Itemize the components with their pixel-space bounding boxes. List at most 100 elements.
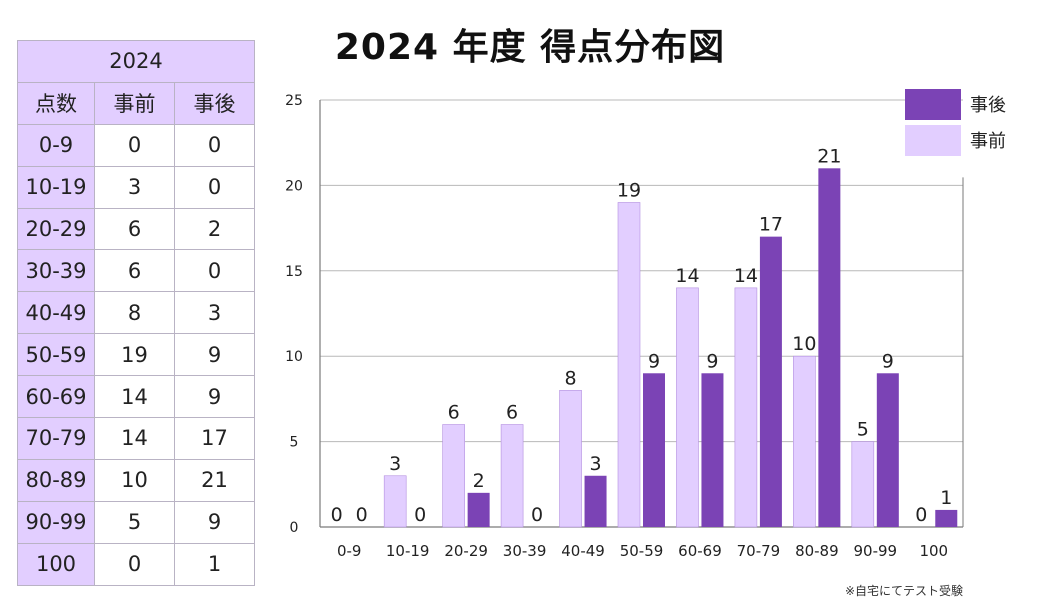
table-cell-range: 100	[17, 542, 95, 586]
table-cell-after: 3	[173, 291, 256, 335]
bar-before	[676, 287, 699, 528]
table-cell-before: 0	[94, 542, 175, 586]
table-cell-after: 21	[173, 458, 256, 502]
table-row: 60-69 14 9	[17, 375, 256, 419]
header-before: 事前	[94, 81, 175, 125]
x-tick-label: 10-19	[386, 542, 430, 560]
data-label-after: 2	[473, 470, 485, 492]
table-cell-range: 20-29	[17, 207, 95, 251]
bar-after	[584, 475, 607, 527]
table-cell-after: 0	[173, 123, 256, 167]
data-label-before: 14	[675, 265, 699, 287]
table-row: 100 0 1	[17, 542, 256, 586]
table-cell-before: 3	[94, 165, 175, 209]
data-label-after: 0	[531, 504, 543, 526]
bar-after	[818, 168, 841, 527]
data-label-after: 9	[648, 350, 660, 372]
y-tick-label: 20	[285, 178, 303, 194]
x-tick-label: 90-99	[854, 542, 898, 560]
table-cell-after: 9	[173, 500, 256, 544]
header-score: 点数	[17, 81, 95, 125]
bar-before	[793, 355, 816, 528]
y-tick-label: 10	[285, 349, 303, 365]
table-cell-before: 0	[94, 123, 175, 167]
table-row: 50-59 19 9	[17, 333, 256, 377]
x-tick-label: 20-29	[444, 542, 488, 560]
table-cell-before: 8	[94, 291, 175, 335]
bar-before	[559, 390, 582, 528]
data-label-after: 21	[817, 145, 841, 167]
table-cell-after: 9	[173, 375, 256, 419]
x-tick-label: 100	[919, 542, 948, 560]
table-row: 90-99 5 9	[17, 500, 256, 544]
x-tick-label: 30-39	[503, 542, 547, 560]
data-label-after: 0	[414, 504, 426, 526]
data-label-before: 6	[506, 402, 518, 424]
table-cell-before: 6	[94, 207, 175, 251]
data-label-after: 9	[882, 350, 894, 372]
table-cell-after: 1	[173, 542, 256, 586]
data-label-before: 6	[448, 402, 460, 424]
x-tick-label: 70-79	[737, 542, 781, 560]
data-label-before: 3	[389, 453, 401, 475]
table-year: 2024	[16, 40, 256, 83]
bar-before	[617, 202, 641, 528]
x-tick-label: 80-89	[795, 542, 839, 560]
bar-before	[851, 441, 875, 528]
table-cell-after: 0	[173, 165, 256, 209]
data-label-after: 9	[706, 350, 718, 372]
footnote: ※自宅にてテスト受験	[844, 584, 963, 598]
legend-after-swatch	[905, 89, 961, 120]
legend-before-label: 事前	[970, 131, 1006, 152]
table-cell-range: 50-59	[17, 333, 95, 377]
data-label-after: 17	[759, 214, 783, 236]
x-tick-label: 0-9	[337, 542, 362, 560]
table-cell-before: 19	[94, 333, 175, 377]
data-label-after: 0	[356, 504, 368, 526]
chart-title: 2024 年度 得点分布図	[334, 27, 726, 68]
y-tick-label: 0	[290, 520, 299, 536]
table-cell-after: 2	[173, 207, 256, 251]
table-cell-range: 30-39	[17, 249, 95, 293]
data-label-before: 5	[857, 419, 869, 441]
bar-before	[442, 424, 465, 528]
table-year-row: 2024	[16, 40, 256, 83]
bar-after	[759, 236, 782, 527]
table-row: 20-29 6 2	[17, 207, 256, 251]
data-label-after: 3	[589, 453, 601, 475]
table-cell-after: 9	[173, 333, 256, 377]
data-label-before: 10	[792, 333, 816, 355]
legend-after-label: 事後	[970, 95, 1006, 116]
bar-before	[734, 287, 758, 528]
bar-before	[383, 475, 407, 528]
x-tick-label: 40-49	[561, 542, 605, 560]
bar-after	[935, 509, 958, 527]
legend-before-swatch	[905, 125, 961, 156]
data-label-before: 8	[564, 367, 576, 389]
table-cell-before: 10	[94, 458, 175, 502]
table-cell-before: 5	[94, 500, 175, 544]
table-cell-range: 90-99	[17, 500, 95, 544]
table-cell-range: 0-9	[17, 123, 95, 167]
x-tick-label: 50-59	[620, 542, 664, 560]
bar-before	[500, 424, 524, 528]
table-cell-range: 60-69	[17, 375, 95, 419]
data-label-after: 1	[940, 487, 952, 509]
bar-after	[876, 373, 899, 527]
bar-after	[467, 492, 490, 527]
score-table: 2024 点数 事前 事後 0-9 0 0 10-19 3 0 20-29 6 2 30-39 6 0…	[16, 40, 256, 586]
table-row: 10-19 3 0	[17, 165, 256, 209]
table-row: 0-9 0 0	[17, 123, 256, 167]
bar-after	[643, 373, 665, 527]
y-tick-label: 15	[285, 264, 303, 280]
table-cell-before: 14	[94, 375, 175, 419]
data-label-before: 14	[734, 265, 758, 287]
table-row: 70-79 14 17	[17, 417, 256, 460]
table-cell-range: 70-79	[17, 417, 95, 460]
y-tick-label: 25	[285, 93, 303, 109]
data-label-before: 0	[915, 504, 927, 526]
data-label-before: 0	[331, 504, 343, 526]
bar-after	[701, 373, 724, 527]
table-row: 80-89 10 21	[17, 458, 256, 502]
